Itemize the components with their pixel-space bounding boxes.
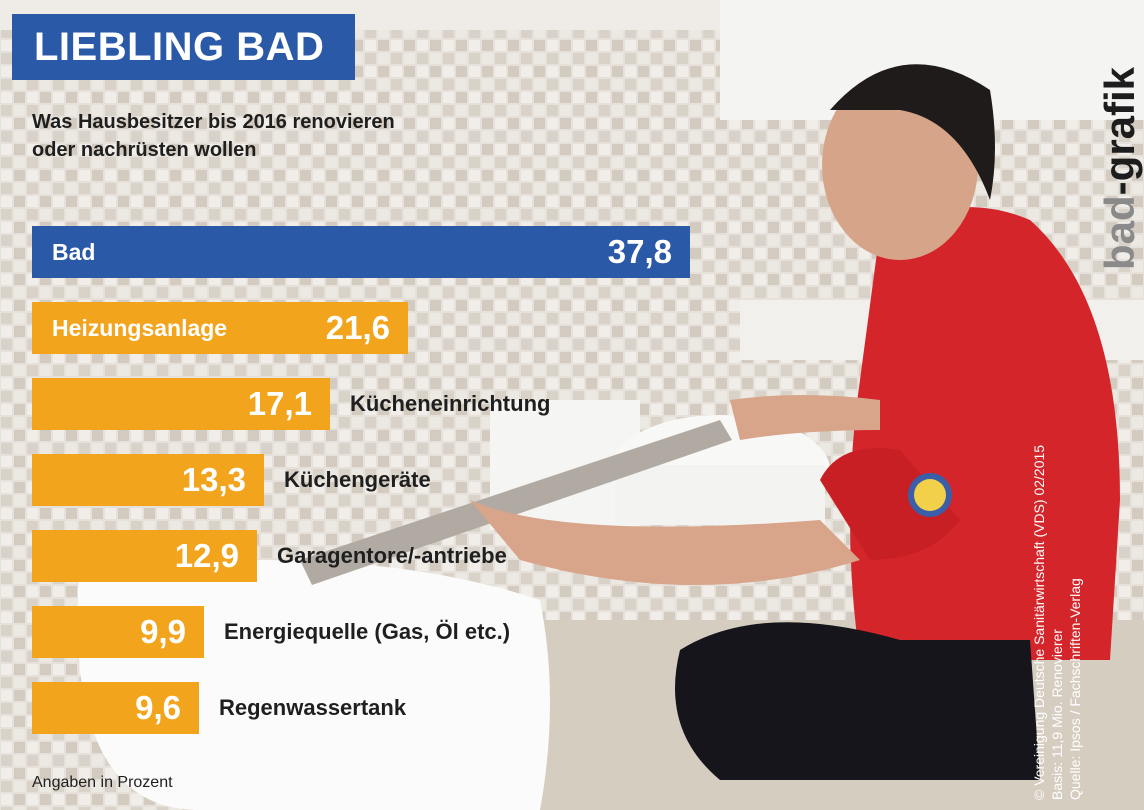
bar-2: 17,1 — [32, 378, 330, 430]
source-line-2: Basis: 11,9 Mio. Renovierer — [1049, 629, 1065, 800]
bar-value-label: 17,1 — [247, 385, 312, 422]
bar-3: 13,3 — [32, 454, 264, 506]
subtitle-line-2: oder nachrüsten wollen — [32, 139, 257, 161]
logo-part-bad: bad — [1096, 195, 1143, 270]
bar-category-label: Heizungsanlage — [52, 315, 228, 341]
bar-value-label: 12,9 — [174, 537, 239, 574]
bar-value-label: 9,6 — [135, 689, 181, 726]
bar-category-label: Kücheneinrichtung — [350, 391, 551, 416]
bar-category-label: Garagentore/-antriebe — [277, 543, 507, 568]
bar-category-label: Küchengeräte — [284, 467, 431, 492]
chart-subtitle: Was Hausbesitzer bis 2016 renovieren ode… — [32, 108, 512, 164]
bar-value-label: 37,8 — [607, 233, 672, 270]
bar-1: 21,6 Heizungsanlage — [32, 302, 408, 354]
chart-title: LIEBLING BAD — [12, 14, 355, 80]
bar-0: 37,8 Bad — [32, 226, 690, 278]
bar-6: 9,6 — [32, 682, 199, 734]
bar-category-label: Bad — [52, 239, 96, 265]
bar-value-label: 9,9 — [140, 613, 186, 650]
subtitle-line-1: Was Hausbesitzer bis 2016 renovieren — [32, 111, 395, 133]
bar-category-label: Energiequelle (Gas, Öl etc.) — [224, 619, 511, 644]
bar-4: 12,9 — [32, 530, 257, 582]
bar-value-label: 13,3 — [181, 461, 246, 498]
source-line-1: © Vereinigung Deutsche Sanitärwirtschaft… — [1031, 444, 1047, 800]
units-note: Angaben in Prozent — [32, 774, 173, 791]
bar-category-label: Regenwassertank — [219, 695, 407, 720]
source-credit: © Vereinigung Deutsche Sanitärwirtschaft… — [1030, 340, 1084, 800]
bar-5: 9,9 — [32, 606, 204, 658]
logo-part-grafik: -grafik — [1096, 66, 1143, 196]
bar-value-label: 21,6 — [325, 309, 390, 346]
bad-grafik-logo: bad-grafik — [1056, 30, 1143, 270]
source-line-3: Quelle: Ipsos / Fachschriften-Verlag — [1067, 578, 1083, 800]
